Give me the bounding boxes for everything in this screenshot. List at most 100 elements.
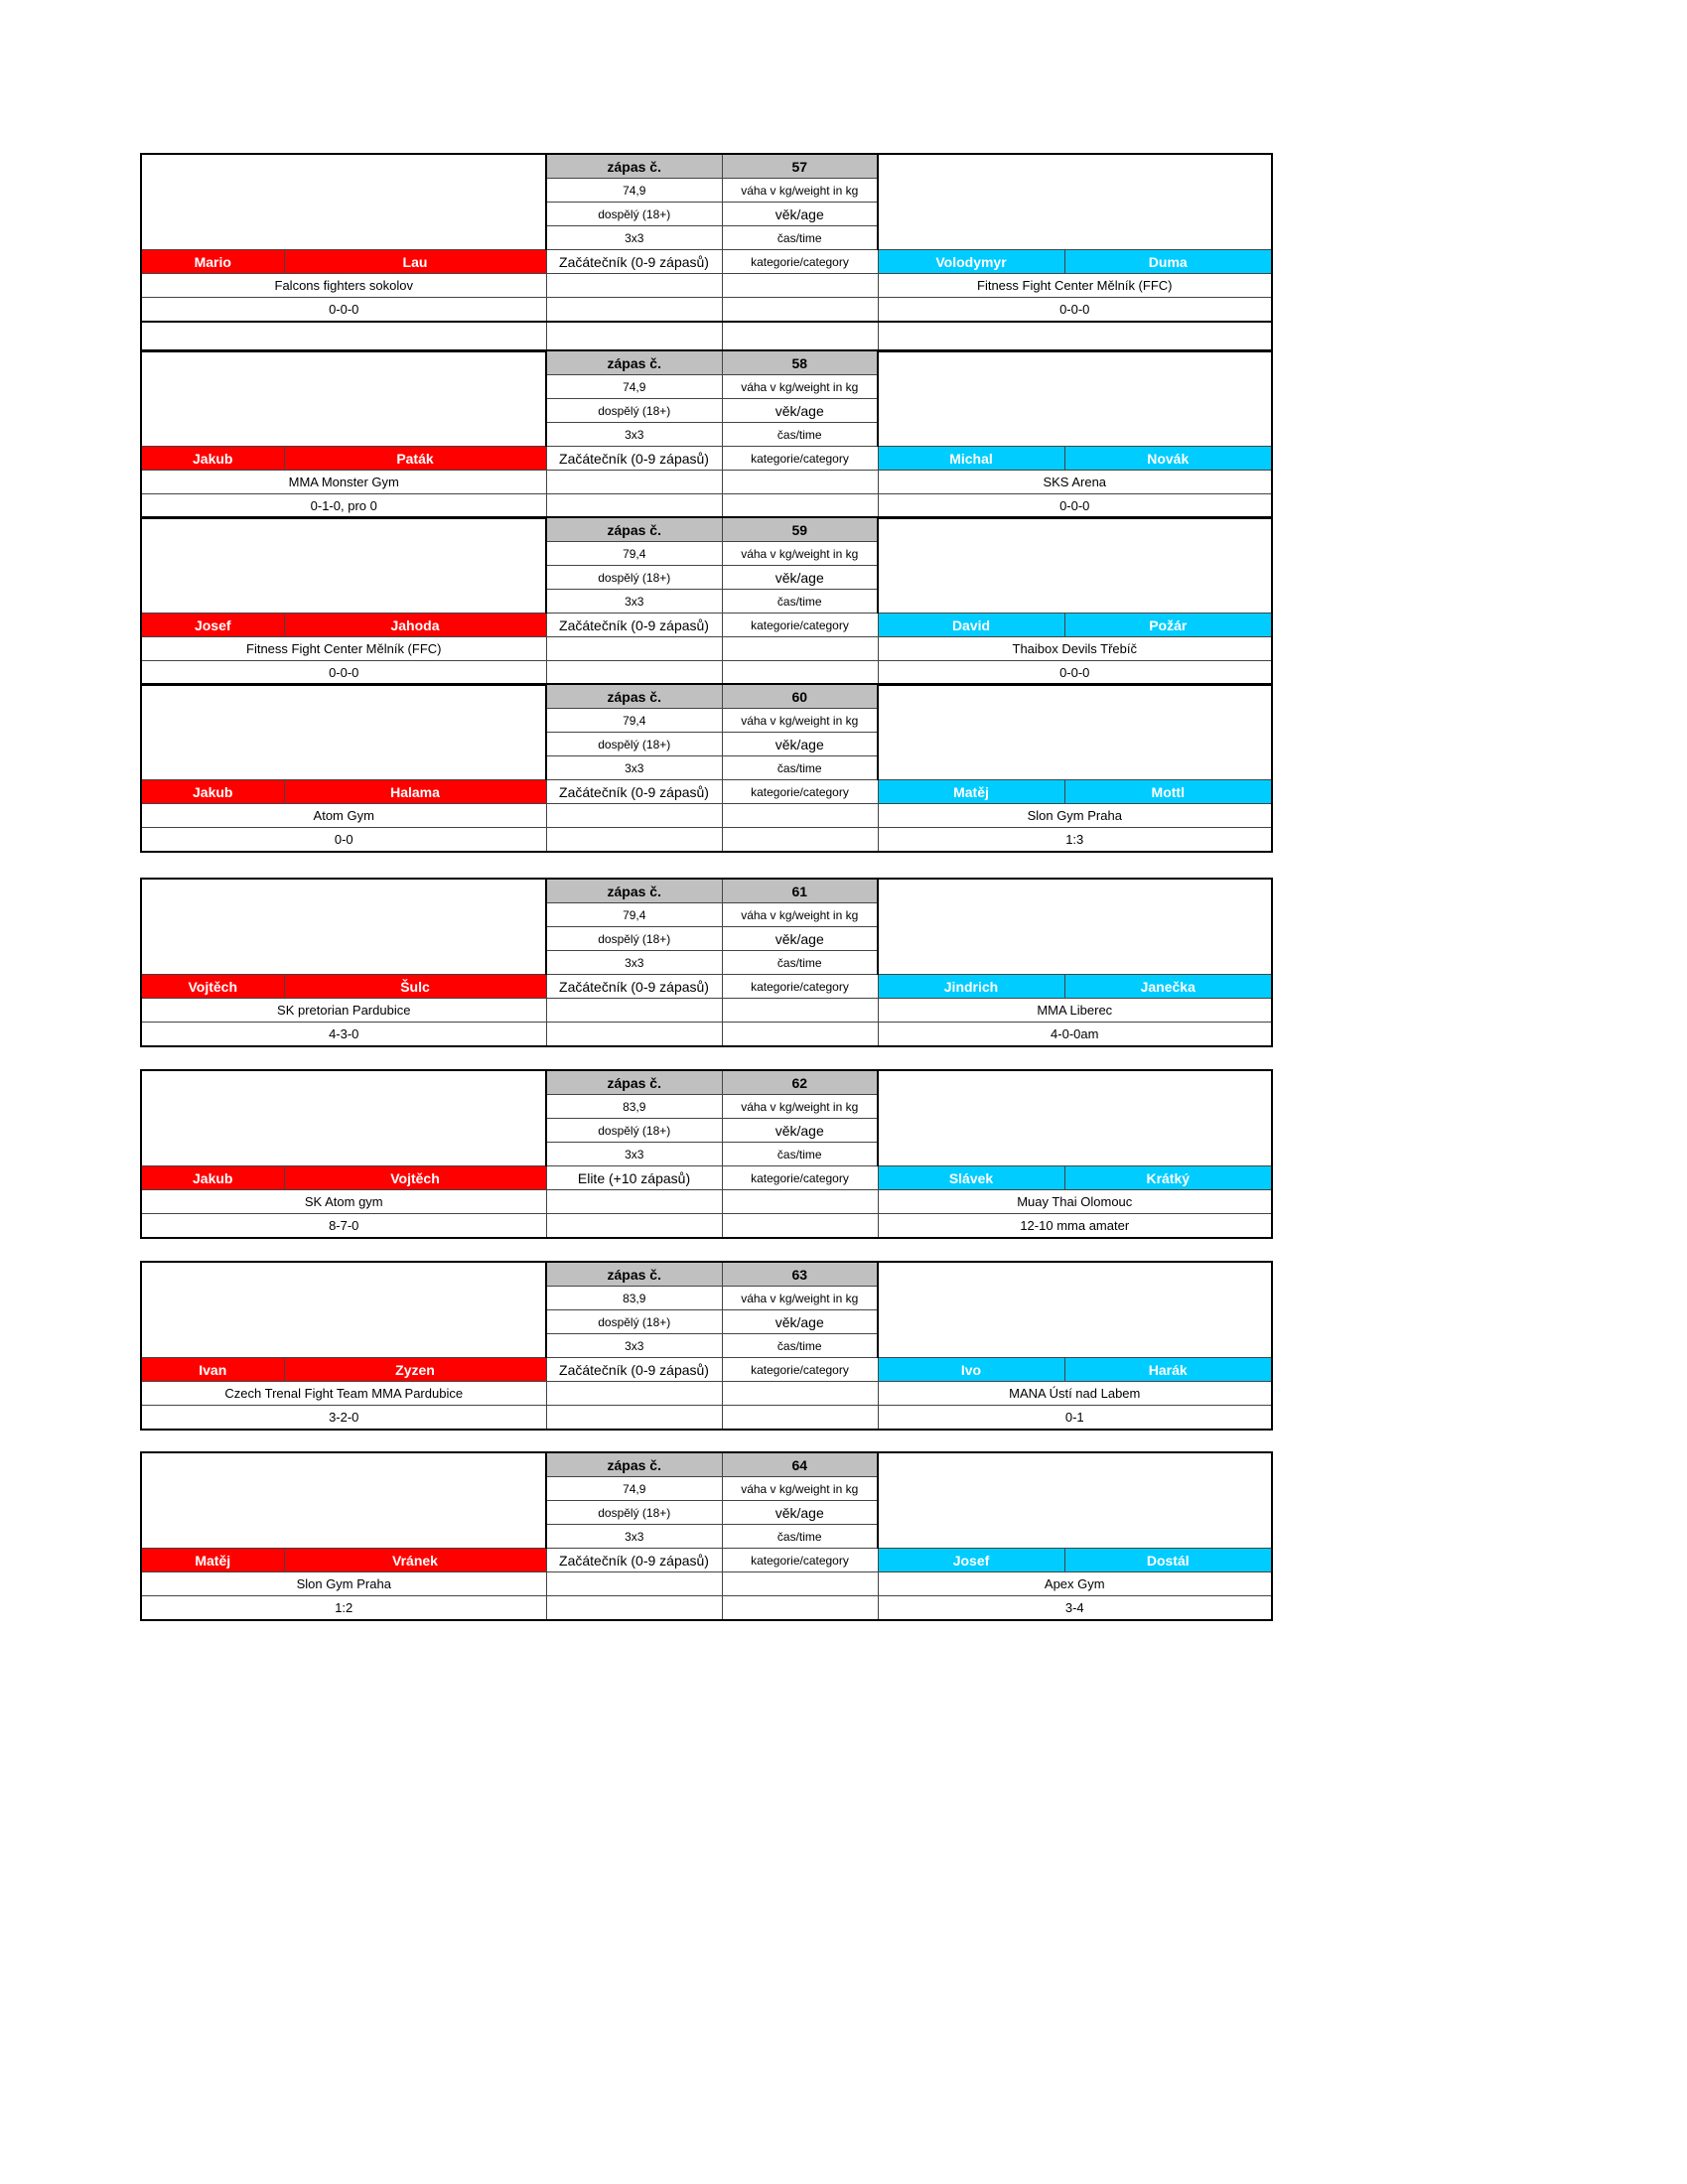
blue-corner-photo-area — [877, 153, 1273, 250]
match-number-label: zápas č. — [545, 878, 723, 903]
weight-label: váha v kg/weight in kg — [721, 178, 879, 203]
red-first-name: Jakub — [140, 779, 285, 804]
blue-club: Thaibox Devils Třebíč — [877, 636, 1273, 661]
red-last-name: Lau — [283, 249, 547, 274]
weight-label: váha v kg/weight in kg — [721, 708, 879, 733]
red-corner-photo-area — [140, 878, 547, 975]
blue-corner-photo-area — [877, 516, 1273, 614]
time-value: 3x3 — [545, 950, 723, 975]
category-label: kategorie/category — [721, 613, 879, 637]
match-number-label: zápas č. — [545, 349, 723, 375]
table-row: Czech Trenal Fight Team MMA Pardubice MAN… — [140, 1381, 1273, 1406]
table-row: zápas č. 64 — [140, 1451, 1273, 1549]
blue-club: MMA Liberec — [877, 998, 1273, 1023]
blue-first-name: Jindrich — [877, 974, 1065, 999]
blue-record: 1:3 — [877, 827, 1273, 853]
empty-cell — [721, 321, 879, 352]
blue-first-name: Matěj — [877, 779, 1065, 804]
time-label: čas/time — [721, 225, 879, 250]
category-value: Začátečník (0-9 zápasů) — [545, 446, 723, 471]
match-number-label: zápas č. — [545, 1069, 723, 1095]
blue-corner-photo-area — [877, 1451, 1273, 1549]
red-corner-photo-area — [140, 683, 547, 780]
blue-corner-photo-area — [877, 1261, 1273, 1358]
empty-cell — [140, 321, 547, 352]
time-value: 3x3 — [545, 1142, 723, 1166]
red-first-name: Ivan — [140, 1357, 285, 1382]
empty-cell — [545, 273, 723, 298]
blue-last-name: Harák — [1063, 1357, 1273, 1382]
weight-label: váha v kg/weight in kg — [721, 541, 879, 566]
red-last-name: Jahoda — [283, 613, 547, 637]
empty-cell — [721, 660, 879, 686]
age-value: dospělý (18+) — [545, 202, 723, 226]
red-first-name: Vojtěch — [140, 974, 285, 999]
age-label: věk/age — [721, 732, 879, 756]
match-block-63: zápas č. 63 83,9 váha v kg/weight in kg dosp… — [140, 1261, 1273, 1431]
age-label: věk/age — [721, 565, 879, 590]
time-value: 3x3 — [545, 755, 723, 780]
red-first-name: Jakub — [140, 1165, 285, 1190]
age-label: věk/age — [721, 1309, 879, 1334]
time-label: čas/time — [721, 950, 879, 975]
weight-value: 83,9 — [545, 1094, 723, 1119]
match-block-64: zápas č. 64 74,9 váha v kg/weight in kg dosp… — [140, 1451, 1273, 1621]
table-row: 3x3 čas/time — [141, 1333, 1272, 1358]
match-number: 62 — [721, 1069, 879, 1095]
red-corner-photo-area — [140, 1261, 547, 1358]
red-club: Falcons fighters sokolov — [140, 273, 547, 298]
match-number-label: zápas č. — [545, 153, 723, 179]
empty-cell — [545, 470, 723, 494]
match-number: 58 — [721, 349, 879, 375]
red-record: 0-0-0 — [140, 297, 547, 323]
red-first-name: Mario — [140, 249, 285, 274]
category-label: kategorie/category — [721, 779, 879, 804]
match-number: 61 — [721, 878, 879, 903]
table-row: Slon Gym Praha Apex Gym — [140, 1571, 1273, 1596]
empty-cell — [721, 803, 879, 828]
blue-first-name: Josef — [877, 1548, 1065, 1572]
table-row: 3x3 čas/time — [141, 422, 1272, 447]
time-value: 3x3 — [545, 589, 723, 614]
red-last-name: Paták — [283, 446, 547, 471]
blue-record: 12-10 mma amater — [877, 1213, 1273, 1239]
empty-cell — [545, 1405, 723, 1431]
red-club: Czech Trenal Fight Team MMA Pardubice — [140, 1381, 547, 1406]
table-row: Falcons fighters sokolov Fitness Fight Ce… — [140, 273, 1273, 298]
blue-record: 0-0-0 — [877, 493, 1273, 519]
empty-cell — [545, 660, 723, 686]
table-row: Jakub Halama Začátečník (0-9 zápasů) katego… — [140, 779, 1273, 804]
table-row: zápas č. 58 — [140, 349, 1273, 447]
blue-first-name: Michal — [877, 446, 1065, 471]
blue-first-name: Slávek — [877, 1165, 1065, 1190]
age-value: dospělý (18+) — [545, 398, 723, 423]
red-record: 4-3-0 — [140, 1022, 547, 1047]
blue-first-name: Volodymyr — [877, 249, 1065, 274]
age-label: věk/age — [721, 1500, 879, 1525]
blue-last-name: Požár — [1063, 613, 1273, 637]
red-record: 8-7-0 — [140, 1213, 547, 1239]
table-row: Fitness Fight Center Mělník (FFC) Thaibox… — [140, 636, 1273, 661]
match-table: zápas č. 61 79,4 váha v kg/weight in kg dosp… — [140, 878, 1273, 1047]
weight-label: váha v kg/weight in kg — [721, 1286, 879, 1310]
time-label: čas/time — [721, 1142, 879, 1166]
time-value: 3x3 — [545, 422, 723, 447]
table-row: 0-0 1:3 — [140, 827, 1273, 853]
match-table: zápas č. 59 79,4 váha v kg/weight in kg dosp… — [140, 516, 1273, 686]
match-number-label: zápas č. — [545, 683, 723, 709]
weight-value: 83,9 — [545, 1286, 723, 1310]
match-block-59: zápas č. 59 79,4 váha v kg/weight in kg dosp… — [140, 516, 1273, 686]
blue-club: Muay Thai Olomouc — [877, 1189, 1273, 1214]
table-row: zápas č. 60 — [140, 683, 1273, 780]
weight-value: 74,9 — [545, 1476, 723, 1501]
red-club: Slon Gym Praha — [140, 1571, 547, 1596]
category-value: Začátečník (0-9 zápasů) — [545, 779, 723, 804]
table-row: Josef Jahoda Začátečník (0-9 zápasů) katego… — [140, 613, 1273, 637]
blue-club: MANA Ústí nad Labem — [877, 1381, 1273, 1406]
red-corner-photo-area — [140, 1451, 547, 1549]
empty-cell — [721, 1022, 879, 1047]
weight-value: 79,4 — [545, 902, 723, 927]
match-number: 59 — [721, 516, 879, 542]
table-row: 3-2-0 0-1 — [140, 1405, 1273, 1431]
blue-corner-photo-area — [877, 349, 1273, 447]
